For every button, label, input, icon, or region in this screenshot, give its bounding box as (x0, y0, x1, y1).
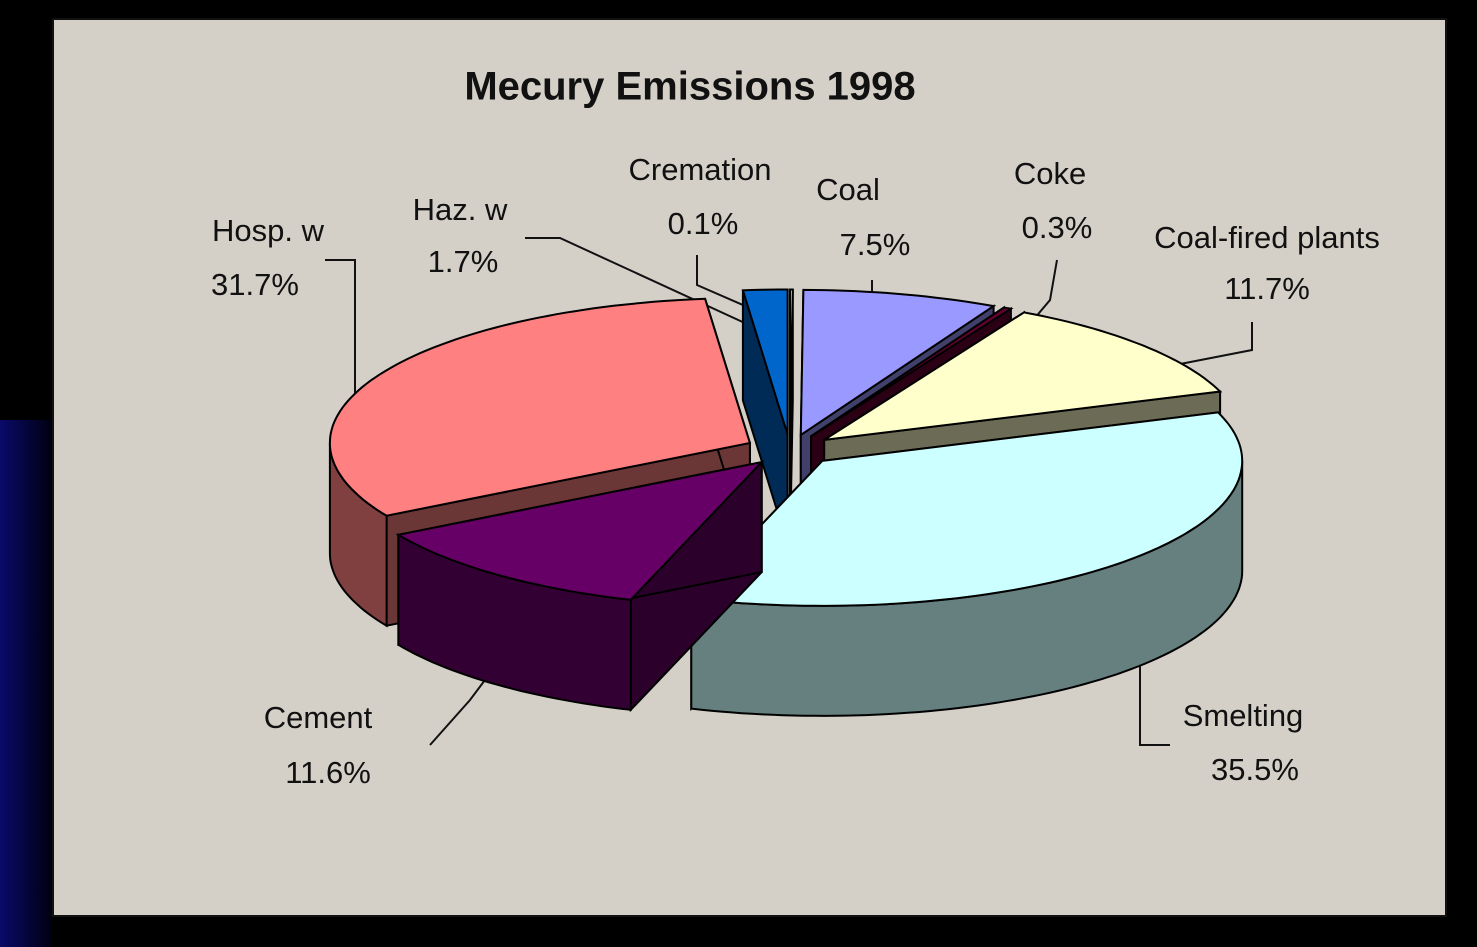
slice (823, 311, 1223, 441)
value-label: 1.7% (428, 244, 499, 279)
value-label: 31.7% (211, 267, 299, 302)
value-label: 7.5% (840, 227, 911, 262)
chart-title: Mecury Emissions 1998 (464, 65, 915, 109)
slice (328, 297, 752, 517)
slice (789, 288, 794, 435)
pie (328, 288, 1244, 717)
slice-label: Haz. w (413, 192, 508, 227)
value-label: 35.5% (1211, 752, 1299, 787)
value-label: 11.6% (285, 755, 371, 790)
slice-label: Coal (816, 172, 880, 207)
value-label: 11.7% (1224, 271, 1310, 306)
slice (689, 411, 1244, 607)
value-label: 0.1% (668, 206, 739, 241)
slice-label: Hosp. w (212, 213, 325, 248)
value-label: 0.3% (1022, 210, 1093, 245)
slice (741, 288, 789, 435)
slice (799, 288, 997, 437)
slice-label: Cement (264, 700, 373, 735)
slice (810, 306, 1014, 438)
leader-line (1174, 322, 1253, 366)
slice (395, 460, 765, 601)
slide-edge (0, 420, 52, 947)
slice-label: Cremation (629, 152, 772, 187)
slice-label: Coal-fired plants (1154, 220, 1380, 255)
slice-label: Smelting (1183, 698, 1304, 733)
leader-line (1139, 645, 1170, 746)
leader-line (325, 259, 356, 395)
slice-label: Coke (1014, 156, 1086, 191)
